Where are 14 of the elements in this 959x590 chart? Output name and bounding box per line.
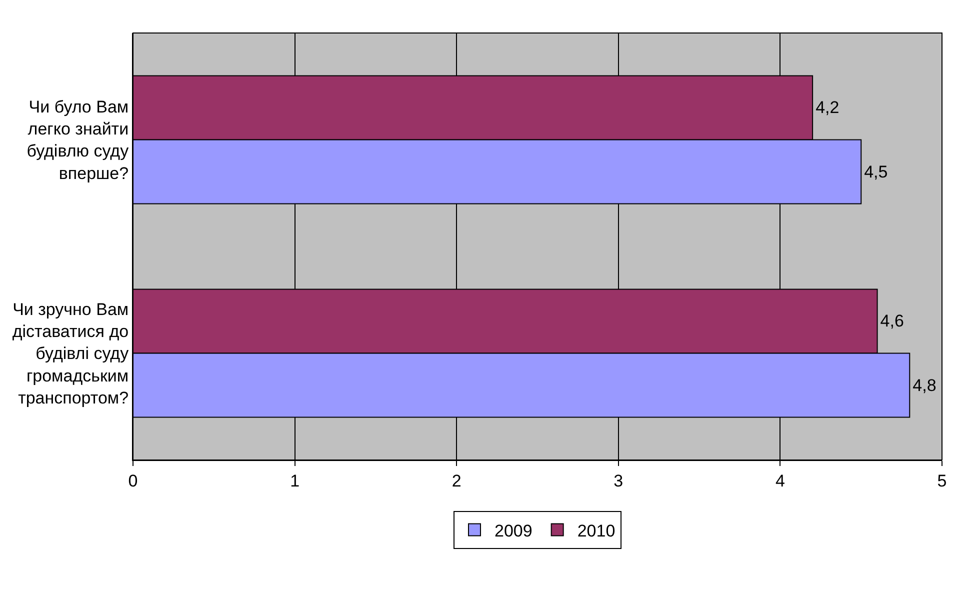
data-label: 4,8 xyxy=(912,376,936,395)
data-label: 4,5 xyxy=(864,162,888,182)
x-tick-label: 3 xyxy=(614,471,624,490)
legend-label: 2009 xyxy=(494,521,532,540)
x-tick-label: 0 xyxy=(128,471,138,490)
y-tick-label: Чи було Вам легко знайти будівлю суду вперше? xyxy=(26,98,130,183)
data-label: 4,2 xyxy=(816,98,840,118)
x-tick-label: 1 xyxy=(290,471,300,490)
x-tick-label: 4 xyxy=(775,471,785,490)
x-tick-label: 2 xyxy=(452,471,462,490)
data-label: 4,6 xyxy=(880,312,904,331)
legend-label: 2010 xyxy=(577,521,616,540)
x-tick-label: 5 xyxy=(937,471,947,490)
y-tick-label: Чи зручно Вам діставатися до будівлі суду громадським транспортом? xyxy=(12,300,130,408)
